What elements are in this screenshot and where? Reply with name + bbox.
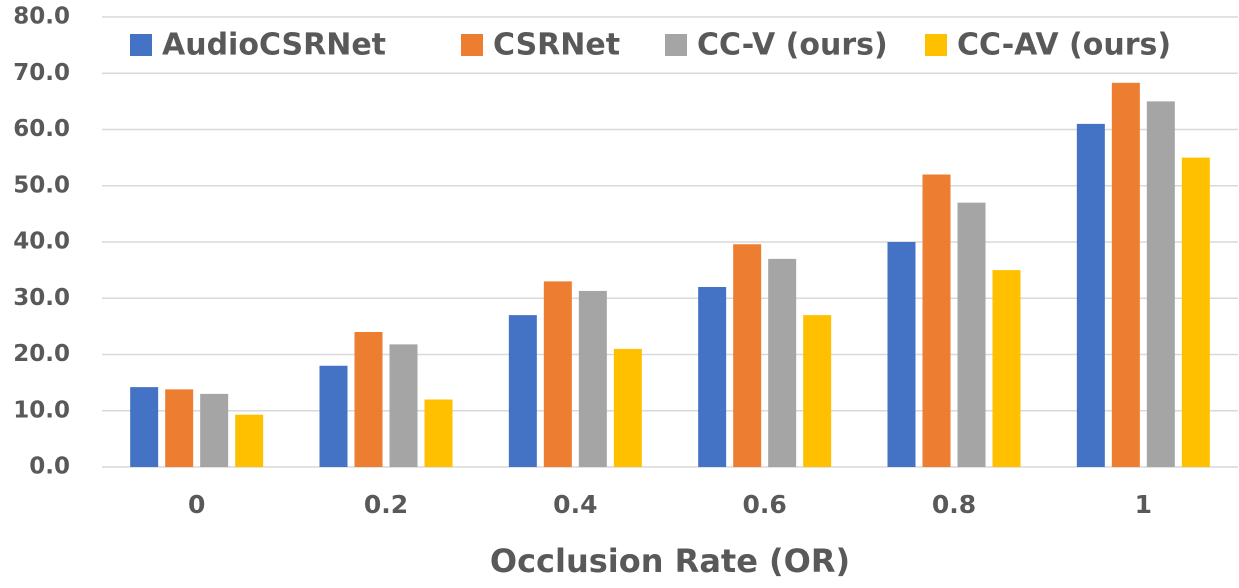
- bar: [130, 387, 159, 467]
- bar: [1146, 101, 1175, 467]
- legend-swatch: [665, 34, 687, 56]
- x-tick-label: 0.8: [932, 490, 976, 519]
- legend-swatch: [925, 34, 947, 56]
- legend-swatch: [130, 34, 152, 56]
- y-tick-label: 60.0: [13, 116, 70, 142]
- y-tick-label: 50.0: [13, 172, 70, 198]
- bar: [922, 174, 951, 467]
- x-tick-label: 0.4: [553, 490, 597, 519]
- legend-label: CC-AV (ours): [957, 28, 1171, 63]
- bar: [235, 414, 264, 467]
- legend-swatch: [461, 34, 483, 56]
- bar: [698, 287, 727, 467]
- y-tick-label: 10.0: [13, 397, 70, 423]
- bar: [1076, 123, 1105, 467]
- legend-label: CSRNet: [493, 28, 620, 63]
- bar: [1111, 82, 1140, 467]
- y-tick-label: 20.0: [13, 341, 70, 367]
- bar: [354, 332, 383, 467]
- bar: [733, 244, 762, 467]
- y-tick-label: 40.0: [13, 229, 70, 255]
- bar: [768, 258, 797, 467]
- legend-label: CC-V (ours): [697, 28, 888, 63]
- y-tick-label: 0.0: [29, 454, 70, 480]
- bar: [957, 202, 986, 467]
- y-tick-label: 30.0: [13, 285, 70, 311]
- bar: [1181, 157, 1210, 467]
- x-tick-label: 1: [1135, 490, 1152, 519]
- bar: [578, 290, 607, 467]
- bar: [508, 315, 537, 467]
- legend-label: AudioCSRNet: [162, 28, 386, 63]
- bar: [613, 348, 642, 467]
- bar: [424, 399, 453, 467]
- x-tick-label: 0.6: [743, 490, 787, 519]
- y-tick-label: 70.0: [13, 60, 70, 86]
- bar: [165, 389, 194, 467]
- bar: [200, 393, 229, 467]
- bar: [887, 242, 916, 467]
- x-tick-label: 0.2: [364, 490, 408, 519]
- bar: [992, 270, 1021, 467]
- x-axis-title: Occlusion Rate (OR): [490, 542, 850, 580]
- y-tick-label: 80.0: [13, 4, 70, 30]
- bar: [319, 365, 348, 467]
- bar: [543, 281, 572, 467]
- bar: [389, 344, 418, 467]
- x-tick-label: 0: [188, 490, 205, 519]
- bar: [803, 315, 832, 467]
